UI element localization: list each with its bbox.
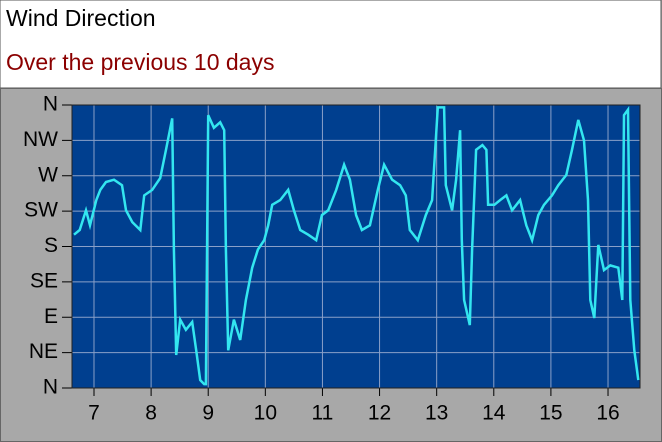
x-tick-label: 12 (368, 402, 391, 425)
plot-border (71, 104, 641, 389)
x-tick-label: 13 (425, 402, 448, 425)
y-tick-label: N (43, 93, 58, 116)
header (0, 0, 662, 89)
x-tick-label: 16 (596, 402, 619, 425)
chart-title: Wind Direction (6, 5, 156, 31)
y-tick-label: S (44, 234, 58, 257)
y-tick-label: NE (29, 340, 58, 363)
x-tick-label: 9 (202, 402, 214, 425)
data-line (73, 105, 640, 386)
x-tick-label: 10 (254, 402, 277, 425)
y-tick-label: NW (23, 128, 58, 151)
y-tick-label: SE (30, 269, 58, 292)
y-tick-label: SW (24, 199, 58, 222)
x-tick-label: 15 (539, 402, 562, 425)
x-tick-label: 8 (145, 402, 157, 425)
chart-subtitle: Over the previous 10 days (6, 49, 274, 75)
x-tick-label: 7 (88, 402, 100, 425)
y-tick-label: N (43, 376, 58, 399)
x-tick-label: 11 (312, 402, 334, 425)
y-tick-label: E (44, 305, 58, 328)
x-tick-label: 14 (482, 402, 506, 425)
y-tick-label: W (38, 163, 58, 186)
